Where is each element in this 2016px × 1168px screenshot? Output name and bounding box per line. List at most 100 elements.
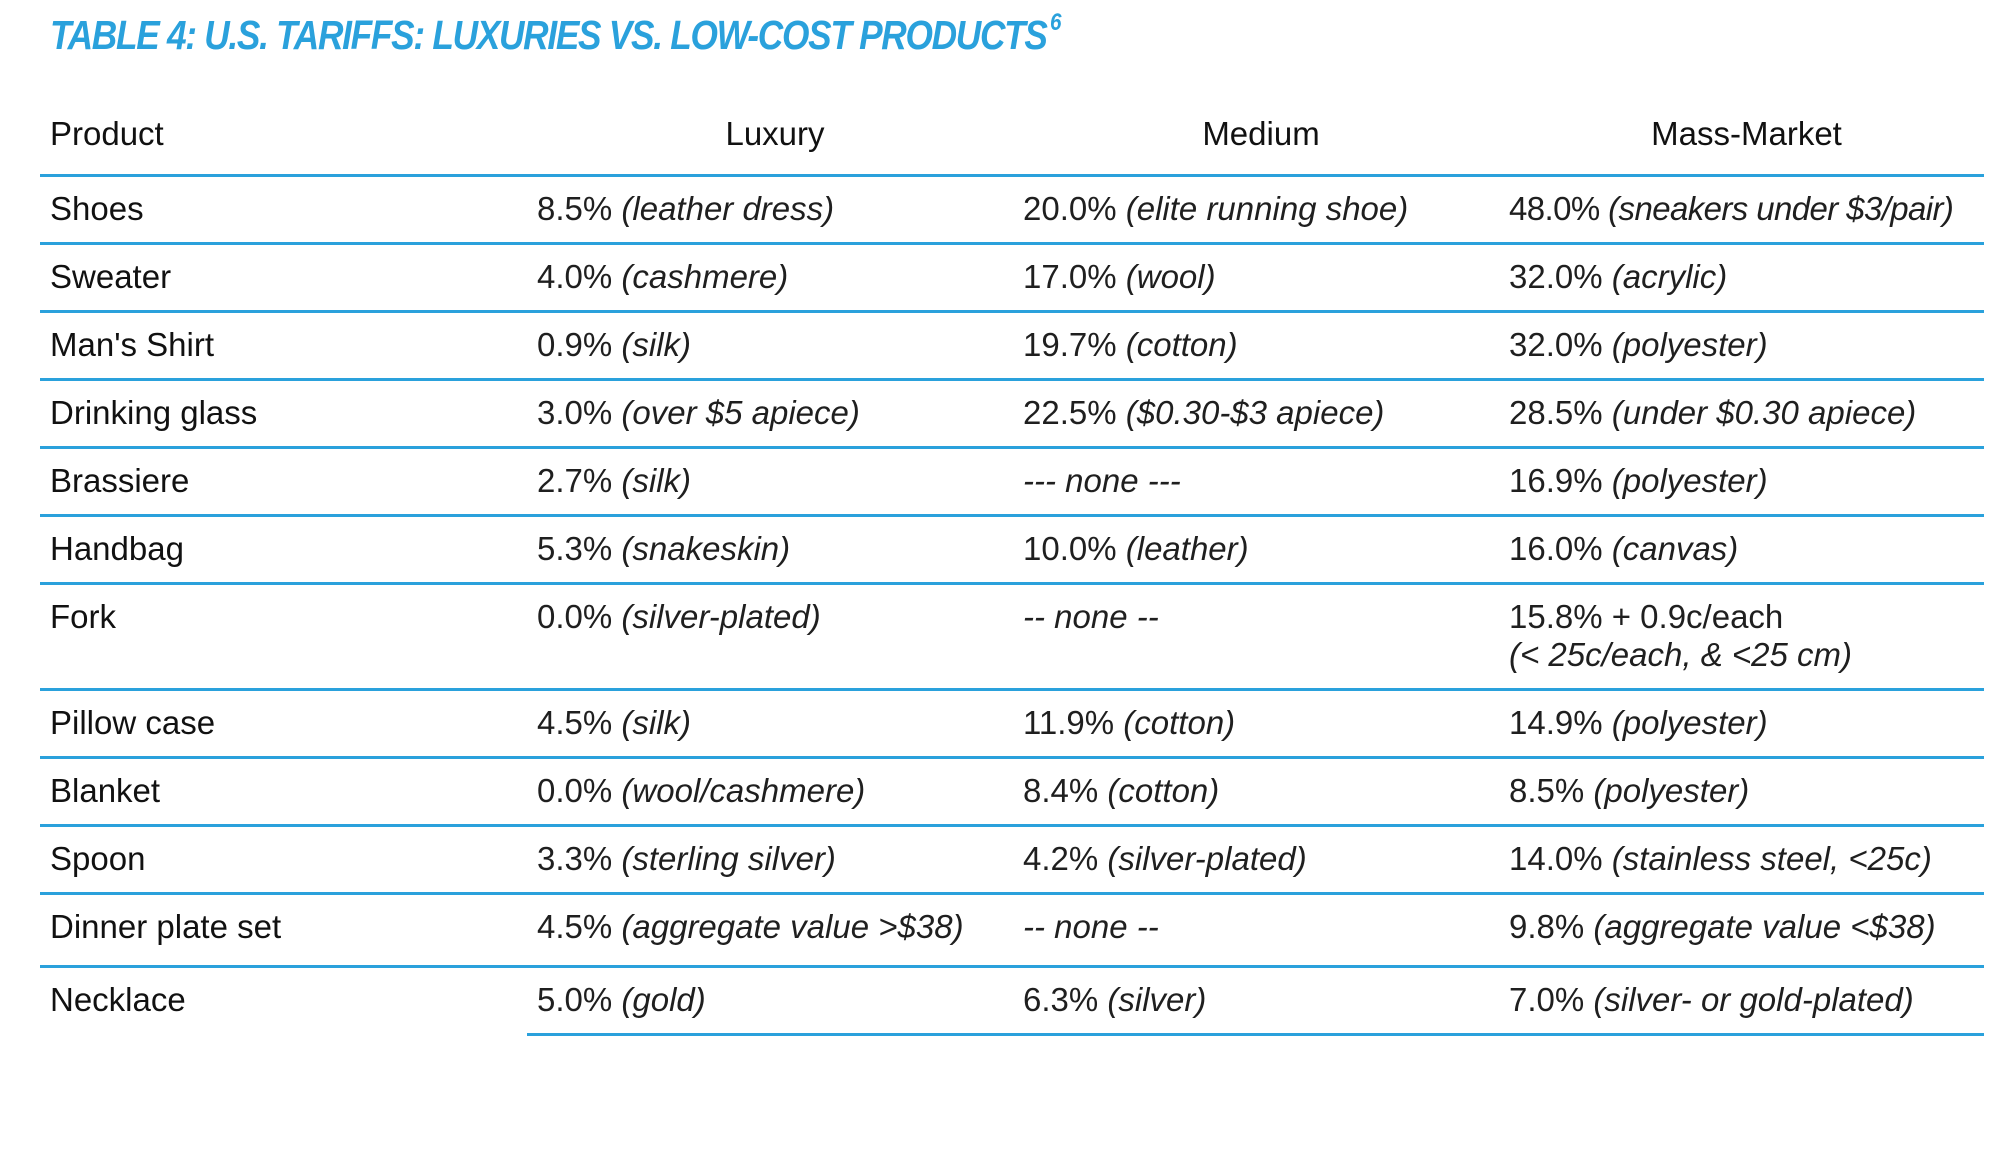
tariff-rate: 19.7% — [1023, 326, 1117, 363]
table-row: Blanket 0.0% (wool/cashmere) 8.4% (cotton)… — [40, 757, 1984, 827]
tariff-rate: 8.4% — [1023, 772, 1099, 809]
product-name: Blanket — [50, 772, 161, 809]
tariff-rate: 7.0% — [1509, 981, 1585, 1018]
tariff-rate: 11.9% — [1023, 704, 1115, 741]
product-description: (polyester) — [1593, 772, 1750, 809]
product-description: (silver- or gold-plated) — [1593, 981, 1914, 1018]
product-cell: Man's Shirt — [40, 311, 527, 381]
tariff-rate: 16.0% — [1509, 530, 1603, 567]
tariff-rate: 9.8% — [1509, 908, 1585, 945]
table-row: Pillow case 4.5% (silk) 11.9% (cotton) 14.9… — [40, 689, 1984, 759]
tariff-rate: 14.9% — [1509, 704, 1603, 741]
tariff-rate: 20.0% — [1023, 190, 1117, 227]
medium-cell: 19.7% (cotton) — [1013, 311, 1499, 381]
product-description: (sterling silver) — [621, 840, 836, 877]
luxury-cell: 4.5% (aggregate value >$38) — [527, 893, 1013, 968]
product-name: Brassiere — [50, 462, 190, 499]
luxury-cell: 0.0% (silver-plated) — [527, 583, 1013, 691]
tariff-rate: 4.5% — [537, 908, 613, 945]
medium-cell: 8.4% (cotton) — [1013, 757, 1499, 827]
medium-cell: 20.0% (elite running shoe) — [1013, 175, 1499, 245]
product-name: Sweater — [50, 258, 172, 295]
mass-market-cell: 15.8% + 0.9c/each (< 25c/each, & <25 cm) — [1499, 583, 1984, 691]
product-cell: Fork — [40, 583, 527, 691]
tariff-rate: 32.0% — [1509, 326, 1603, 363]
table-row: Handbag 5.3% (snakeskin) 10.0% (leather) 16… — [40, 515, 1984, 585]
product-description: (silk) — [621, 704, 692, 741]
product-name: Drinking glass — [50, 394, 258, 431]
mass-market-cell: 8.5% (polyester) — [1499, 757, 1984, 827]
product-name: Fork — [50, 598, 116, 635]
column-header-luxury: Luxury — [527, 94, 1013, 177]
mass-market-cell: 14.0% (stainless steel, <25c) — [1499, 825, 1984, 895]
product-description: (silk) — [621, 462, 692, 499]
tariff-rate: 4.2% — [1023, 840, 1099, 877]
mass-market-cell: 16.0% (canvas) — [1499, 515, 1984, 585]
product-description: (silver-plated) — [621, 598, 821, 635]
product-cell: Spoon — [40, 825, 527, 895]
product-description: (cashmere) — [621, 258, 789, 295]
tariff-rate: 48.0% — [1509, 190, 1600, 227]
product-description: (stainless steel, <25c) — [1611, 840, 1932, 877]
product-description: (wool/cashmere) — [621, 772, 866, 809]
table-row: Shoes 8.5% (leather dress) 20.0% (elite ru… — [40, 175, 1984, 245]
product-description: (polyester) — [1611, 462, 1768, 499]
table-row: Spoon 3.3% (sterling silver) 4.2% (silver-… — [40, 825, 1984, 895]
medium-cell: 17.0% (wool) — [1013, 243, 1499, 313]
medium-cell: -- none -- — [1013, 583, 1499, 691]
luxury-cell: 4.0% (cashmere) — [527, 243, 1013, 313]
tariff-rate: 0.0% — [537, 598, 613, 635]
product-name: Pillow case — [50, 704, 216, 741]
product-name: Handbag — [50, 530, 184, 567]
mass-market-cell: 28.5% (under $0.30 apiece) — [1499, 379, 1984, 449]
tariff-rate: 3.3% — [537, 840, 613, 877]
table-row: Sweater 4.0% (cashmere) 17.0% (wool) 32.0% … — [40, 243, 1984, 313]
tariff-rate: 2.7% — [537, 462, 613, 499]
mass-market-cell: 32.0% (polyester) — [1499, 311, 1984, 381]
medium-cell: --- none --- — [1013, 447, 1499, 517]
mass-market-cell: 16.9% (polyester) — [1499, 447, 1984, 517]
product-description: (aggregate value <$38) — [1593, 908, 1936, 945]
luxury-cell: 0.0% (wool/cashmere) — [527, 757, 1013, 827]
mass-market-cell: 7.0% (silver- or gold-plated) — [1499, 966, 1984, 1036]
table-row: Dinner plate set 4.5% (aggregate value >$… — [40, 893, 1984, 968]
tariff-rate: 3.0% — [537, 394, 613, 431]
medium-cell: 6.3% (silver) — [1013, 966, 1499, 1036]
tariff-rate: 32.0% — [1509, 258, 1603, 295]
tariff-rate: 10.0% — [1023, 530, 1117, 567]
table-row: Fork 0.0% (silver-plated) -- none -- 15.8% … — [40, 583, 1984, 691]
tariff-rate: 22.5% — [1023, 394, 1117, 431]
product-description: (sneakers under $3/pair) — [1608, 190, 1954, 227]
tariff-rate: 5.3% — [537, 530, 613, 567]
tariff-rate: 17.0% — [1023, 258, 1117, 295]
product-description: -- none -- — [1023, 598, 1159, 635]
luxury-cell: 5.0% (gold) — [527, 966, 1013, 1036]
product-description: (snakeskin) — [621, 530, 791, 567]
column-header-product: Product — [40, 94, 527, 177]
table-row: Man's Shirt 0.9% (silk) 19.7% (cotton) 32.0… — [40, 311, 1984, 381]
product-cell: Shoes — [40, 175, 527, 245]
tariff-rate: 8.5% — [1509, 772, 1585, 809]
medium-cell: -- none -- — [1013, 893, 1499, 968]
table-body: Shoes 8.5% (leather dress) 20.0% (elite ru… — [40, 175, 1984, 1036]
mass-market-cell: 14.9% (polyester) — [1499, 689, 1984, 759]
product-name: Shoes — [50, 190, 144, 227]
product-description: (leather dress) — [621, 190, 835, 227]
table-row: Necklace 5.0% (gold) 6.3% (silver) 7.0% (si… — [40, 966, 1984, 1036]
tariff-rate: 28.5% — [1509, 394, 1603, 431]
product-cell: Pillow case — [40, 689, 527, 759]
product-description: (over $5 apiece) — [621, 394, 860, 431]
product-cell: Handbag — [40, 515, 527, 585]
product-description: (polyester) — [1611, 326, 1768, 363]
product-description: (acrylic) — [1611, 258, 1728, 295]
luxury-cell: 2.7% (silk) — [527, 447, 1013, 517]
product-description: (silver-plated) — [1107, 840, 1307, 877]
luxury-cell: 3.0% (over $5 apiece) — [527, 379, 1013, 449]
product-description: (elite running shoe) — [1125, 190, 1409, 227]
product-description: (leather) — [1125, 530, 1249, 567]
tariff-rate: 8.5% — [537, 190, 613, 227]
luxury-cell: 5.3% (snakeskin) — [527, 515, 1013, 585]
product-cell: Blanket — [40, 757, 527, 827]
product-cell: Drinking glass — [40, 379, 527, 449]
